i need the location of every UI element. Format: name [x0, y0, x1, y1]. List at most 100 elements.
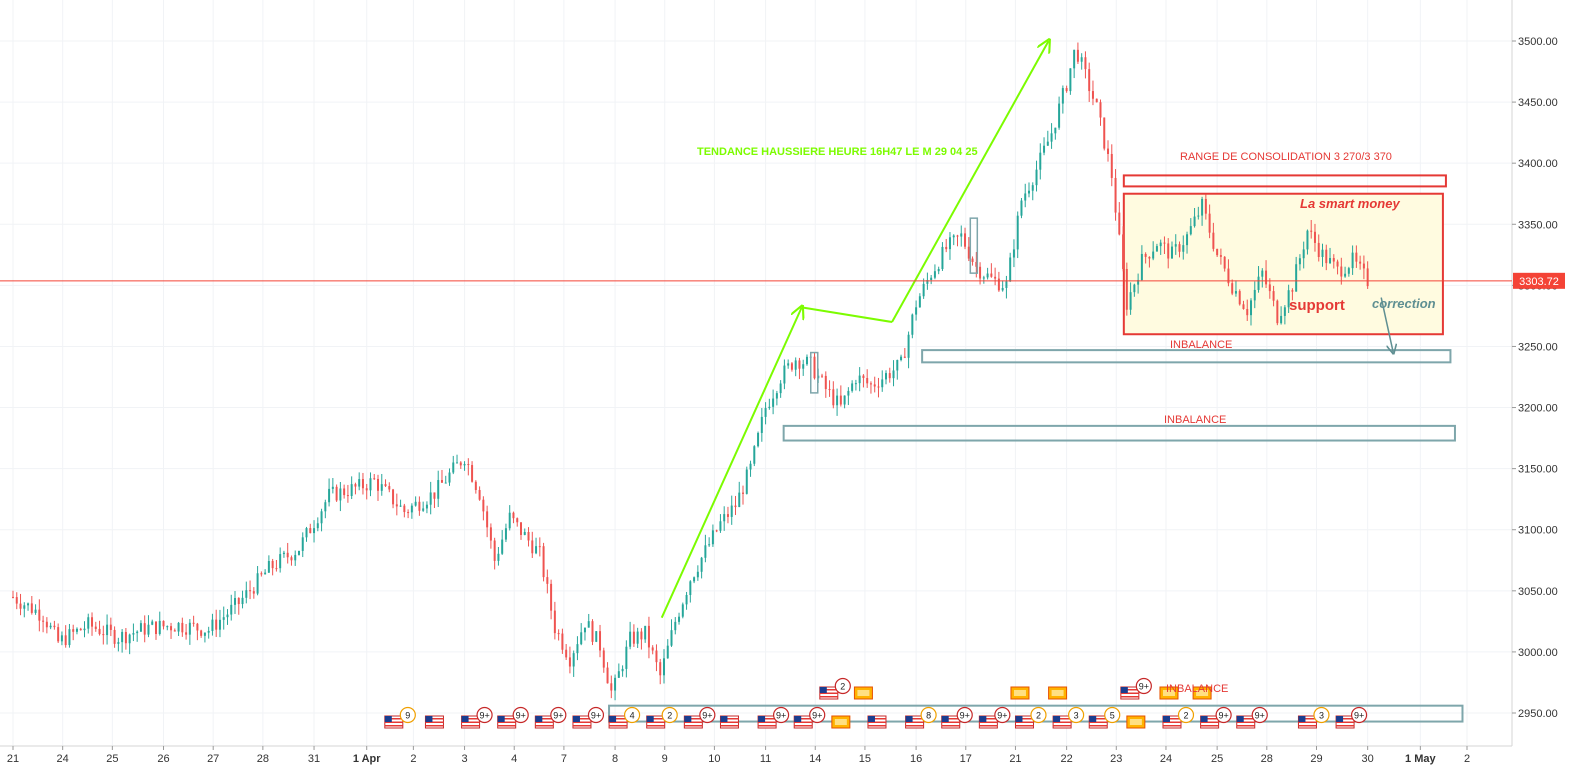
candle-body	[98, 628, 101, 635]
economic-event-marker[interactable]: 9+	[572, 706, 605, 729]
us-flag-stripe	[720, 718, 739, 720]
economic-event-marker[interactable]	[853, 686, 873, 700]
candle-body	[230, 604, 233, 615]
us-flag-stripe	[905, 721, 924, 723]
economic-event-marker[interactable]: 9+	[757, 706, 790, 729]
candle-body	[1046, 141, 1049, 146]
economic-event-marker[interactable]	[831, 715, 851, 729]
economic-event-marker[interactable]: 9+	[793, 706, 826, 729]
us-flag-stripe	[535, 721, 554, 723]
us-flag-stripe	[1336, 721, 1355, 723]
candle-body	[305, 528, 308, 538]
event-count-badge	[699, 706, 716, 724]
economic-event-marker[interactable]: 3	[1297, 706, 1330, 729]
x-tick-label: 21	[7, 753, 19, 765]
candle-body	[260, 573, 263, 575]
us-flag-canton	[646, 716, 654, 722]
economic-event-marker[interactable]: 8	[905, 706, 937, 729]
event-count-badge	[920, 706, 937, 724]
candle-body	[1114, 177, 1117, 213]
economic-event-marker[interactable]: 9+	[1236, 706, 1268, 729]
economic-event-marker[interactable]: 2	[819, 677, 851, 700]
economic-event-marker[interactable]	[424, 715, 444, 729]
economic-event-marker[interactable]: 5	[1088, 706, 1121, 729]
economic-event-marker[interactable]: 9+	[978, 706, 1011, 729]
candle-body	[1058, 103, 1061, 128]
economic-event-marker[interactable]	[867, 715, 887, 729]
candle-body	[553, 610, 556, 634]
candle-body	[1133, 284, 1136, 293]
economic-event-marker[interactable]: 2	[646, 706, 678, 729]
economic-event-marker[interactable]	[1010, 686, 1030, 700]
economic-event-marker[interactable]: 4	[608, 706, 641, 729]
y-tick-label: 3000.00	[1518, 647, 1558, 659]
candle-body	[132, 633, 135, 635]
candle-body	[787, 363, 790, 366]
candle-body	[215, 619, 218, 630]
candle-body	[847, 390, 850, 396]
economic-event-marker[interactable]: 9+	[461, 706, 493, 729]
x-tick-label: 7	[561, 753, 567, 765]
economic-event-marker[interactable]: 9+	[497, 706, 529, 729]
candle-body	[858, 375, 861, 384]
economic-event-marker[interactable]: 9+	[1200, 706, 1232, 729]
candle-body	[113, 629, 116, 644]
candle-body	[918, 296, 921, 308]
candle-body	[753, 446, 756, 464]
economic-event-marker[interactable]: 2	[1162, 706, 1195, 729]
inbalance-1-zone	[921, 349, 1452, 364]
economic-event-marker[interactable]: 3	[1052, 706, 1085, 729]
candle-body	[162, 620, 165, 627]
candle-body	[625, 646, 628, 669]
candle-body	[192, 622, 195, 624]
candle-body	[501, 539, 504, 554]
economic-event-marker[interactable]: 9+	[1120, 677, 1152, 700]
economic-event-marker[interactable]: 9+	[941, 706, 973, 729]
economic-event-marker[interactable]: 2	[1014, 706, 1047, 729]
economic-event-marker[interactable]: 9+	[1335, 706, 1368, 729]
event-layer[interactable]: 9 9+ 9+ 9+ 9+ 4 2 9+ 9+ 9+ 8 9+ 9+ 2 3 5 2 9+ 9+ 3 9+ 2 9+	[384, 677, 1368, 729]
economic-event-marker[interactable]: 9+	[683, 706, 716, 729]
economic-event-marker[interactable]	[719, 715, 739, 729]
current-price-marker: 3303.72	[0, 272, 1565, 289]
candle-body	[839, 395, 842, 405]
candle-body	[745, 469, 748, 494]
candle-body	[723, 514, 726, 522]
us-flag-canton	[758, 716, 766, 722]
us-flag-stripe	[1336, 718, 1355, 720]
time-axis[interactable]: 21 24 25 26 27 28 31 1 Apr 2 3 4 7 8 9 10 11 14 15 16 17 21 2…	[0, 745, 1512, 778]
economic-event-marker[interactable]: 9	[384, 706, 416, 729]
candle-body	[373, 478, 376, 480]
candle-body	[772, 398, 775, 407]
candle-body	[1189, 226, 1192, 235]
economic-event-marker[interactable]	[1048, 686, 1068, 700]
candle-body	[903, 356, 906, 358]
us-flag-stripe	[758, 718, 777, 720]
economic-event-marker[interactable]: 9+	[534, 706, 567, 729]
us-flag-stripe	[794, 718, 813, 720]
candle-body	[324, 502, 327, 512]
candle-body	[911, 314, 914, 335]
price-axis[interactable]: 3500.003450.003400.003350.003300.003250.…	[1511, 0, 1586, 778]
us-flag-stripe	[758, 725, 777, 727]
us-flag-stripe	[535, 718, 554, 720]
candle-body	[1016, 215, 1019, 250]
economic-event-marker[interactable]	[1159, 686, 1179, 700]
uptrend-annotation: TENDANCE HAUSSIERE HEURE 16H47 LE M 29 0…	[697, 146, 978, 158]
event-count-badge	[550, 706, 567, 724]
candle-body	[489, 527, 492, 541]
us-flag-canton	[1236, 716, 1244, 722]
economic-event-marker[interactable]	[1192, 686, 1212, 700]
candle-body	[196, 623, 199, 631]
us-flag-stripe	[794, 721, 813, 723]
price-axis-background	[1512, 0, 1586, 778]
us-flag-stripe	[979, 725, 998, 727]
candle-body	[1061, 88, 1064, 104]
candle-body	[975, 261, 978, 267]
economic-event-marker[interactable]	[1126, 715, 1146, 729]
us-flag-canton	[497, 716, 505, 722]
candle-body	[678, 616, 681, 622]
event-count-badge	[476, 706, 493, 724]
